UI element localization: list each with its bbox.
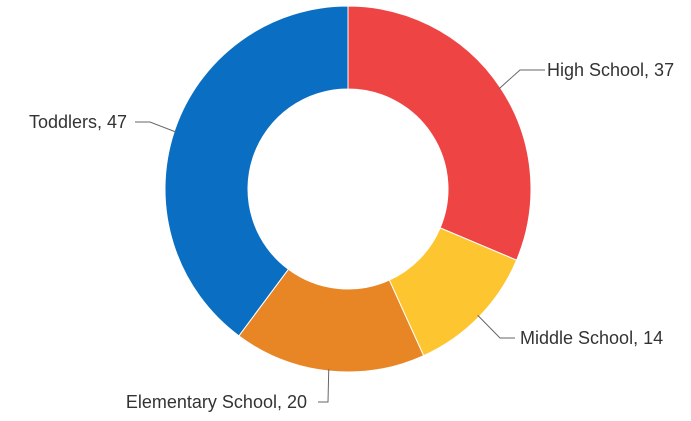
slice-elementary-school[interactable] (238, 268, 425, 373)
leader-line-middle-school (477, 314, 515, 339)
data-label-middle-school: Middle School, 14 (520, 328, 663, 348)
leader-line-high-school (498, 69, 545, 90)
data-label-high-school: High School, 37 (547, 60, 674, 80)
labels-layer: High School, 37 Middle School, 14 Elementa… (29, 60, 674, 412)
leader-line-elementary-school (318, 368, 330, 403)
leader-line-toddlers (135, 121, 177, 133)
slices-layer (164, 5, 532, 373)
data-label-toddlers: Toddlers, 47 (29, 112, 127, 132)
leader-lines-layer (135, 69, 545, 403)
slice-toddlers[interactable] (164, 5, 349, 337)
data-label-elementary-school: Elementary School, 20 (126, 392, 307, 412)
slice-high-school[interactable] (347, 5, 532, 261)
